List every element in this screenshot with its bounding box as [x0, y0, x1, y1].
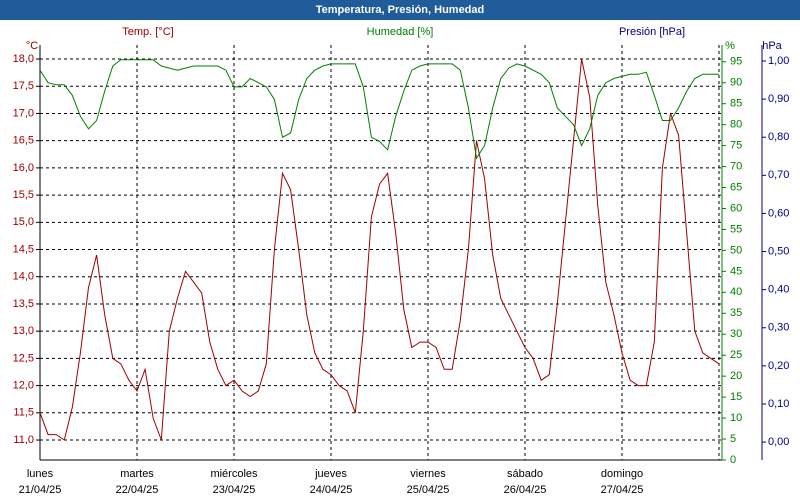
x-date-label: 22/04/25 [116, 484, 159, 496]
y3-title: Presión [hPa] [619, 26, 685, 38]
y2-tick-label: 75 [730, 140, 742, 152]
x-day-label: lunes [27, 468, 54, 480]
y3-tick-label: 0,70 [768, 169, 789, 181]
y-tick-label: 18,0 [13, 53, 34, 65]
y-unit: °C [26, 40, 38, 52]
y2-tick-label: 20 [730, 370, 742, 382]
y2-tick-label: 35 [730, 307, 742, 319]
series-line [39, 58, 720, 441]
x-date-label: 21/04/25 [19, 484, 62, 496]
y-tick-label: 15,0 [13, 216, 34, 228]
x-day-label: viernes [410, 468, 446, 480]
y-tick-label: 13,5 [13, 298, 34, 310]
y-tick-label: 17,0 [13, 107, 34, 119]
x-date-label: 23/04/25 [213, 484, 256, 496]
y-tick-label: 16,0 [13, 162, 34, 174]
y-title: Temp. [°C] [122, 26, 173, 38]
y-tick-label: 17,5 [13, 80, 34, 92]
y2-unit: % [725, 40, 735, 52]
y-tick-label: 11,0 [13, 434, 34, 446]
chart-title: Temperatura, Presión, Humedad [316, 4, 485, 16]
y3-tick-label: 0,90 [768, 93, 789, 105]
x-day-label: jueves [314, 468, 347, 480]
y2-tick-label: 80 [730, 119, 742, 131]
x-day-label: miércoles [210, 468, 258, 480]
y-tick-label: 14,5 [13, 243, 34, 255]
x-date-label: 26/04/25 [504, 484, 547, 496]
y2-tick-label: 5 [730, 433, 736, 445]
y3-tick-label: 0,10 [768, 398, 789, 410]
y3-tick-label: 0,80 [768, 131, 789, 143]
y-tick-label: 11,5 [13, 407, 34, 419]
x-date-label: 27/04/25 [601, 484, 644, 496]
y2-tick-label: 15 [730, 391, 742, 403]
y-tick-label: 15,5 [13, 189, 34, 201]
x-day-label: domingo [601, 468, 643, 480]
y3-tick-label: 0,20 [768, 360, 789, 372]
y2-tick-label: 50 [730, 244, 742, 256]
y2-title: Humedad [%] [367, 26, 434, 38]
y2-tick-label: 25 [730, 349, 742, 361]
y2-tick-label: 40 [730, 286, 742, 298]
y3-tick-label: 0,40 [768, 284, 789, 296]
x-day-label: sábado [507, 468, 543, 480]
y3-unit: hPa [762, 40, 782, 52]
y3-tick-label: 0,00 [768, 436, 789, 448]
y3-tick-label: 0,50 [768, 245, 789, 257]
y2-tick-label: 85 [730, 98, 742, 110]
y-tick-label: 13,0 [13, 325, 34, 337]
y-tick-label: 12,0 [13, 380, 34, 392]
x-day-label: martes [120, 468, 154, 480]
y-tick-label: 14,0 [13, 271, 34, 283]
y-tick-label: 16,5 [13, 135, 34, 147]
y2-tick-label: 45 [730, 265, 742, 277]
y2-tick-label: 10 [730, 412, 742, 424]
y2-tick-label: 55 [730, 223, 742, 235]
x-date-label: 24/04/25 [310, 484, 353, 496]
y2-tick-label: 0 [730, 454, 736, 466]
y2-tick-label: 30 [730, 328, 742, 340]
y3-tick-label: 0,60 [768, 207, 789, 219]
y3-tick-label: 0,30 [768, 322, 789, 334]
series-line [39, 59, 719, 160]
y2-tick-label: 90 [730, 77, 742, 89]
y3-tick-label: 1,00 [768, 55, 789, 67]
y-tick-label: 12,5 [13, 352, 34, 364]
title-bar [0, 0, 800, 20]
y2-tick-label: 70 [730, 160, 742, 172]
y2-tick-label: 60 [730, 202, 742, 214]
y2-tick-label: 95 [730, 56, 742, 68]
y2-tick-label: 65 [730, 181, 742, 193]
x-date-label: 25/04/25 [407, 484, 450, 496]
